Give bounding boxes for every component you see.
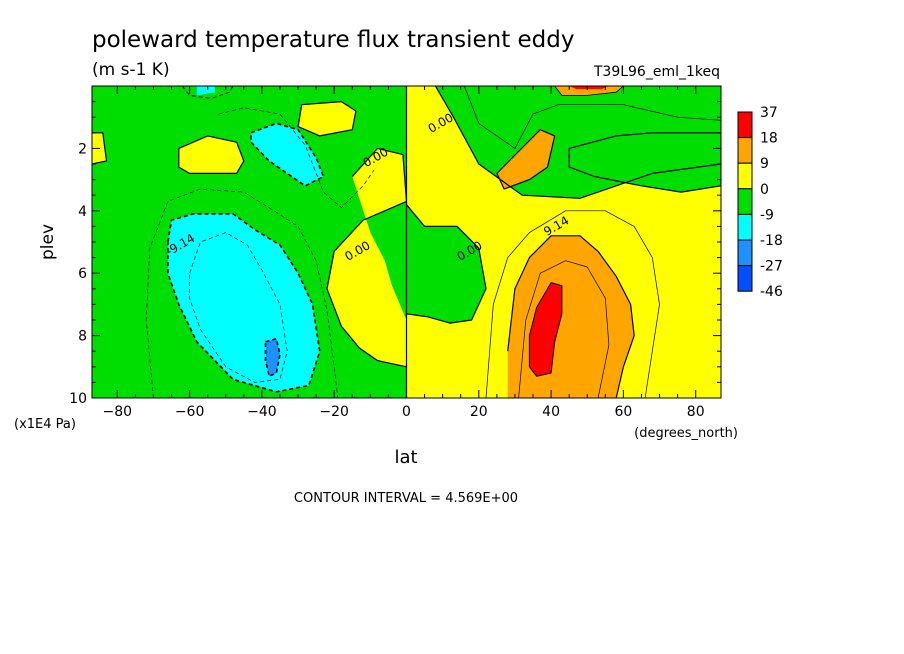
colorbar-label: 0 — [760, 182, 769, 198]
x-tick-label: −20 — [319, 404, 349, 420]
region-12 — [496, 129, 555, 189]
contour-line-17 — [264, 337, 281, 378]
contour-line-16 — [167, 213, 321, 393]
region-9 — [167, 213, 320, 392]
colorbar-swatch — [737, 213, 753, 241]
colorbar: 37 18 9 0 -9 -18 -27 -46 — [737, 105, 783, 300]
region-3 — [569, 132, 721, 193]
contour-line-8 — [496, 129, 556, 190]
contour-line-12 — [518, 260, 610, 398]
contour-line-11 — [485, 210, 660, 398]
colorbar-swatch — [737, 111, 753, 139]
contour-line-18 — [145, 188, 339, 398]
contour-line-7 — [92, 132, 108, 165]
contour-line-9 — [507, 235, 635, 398]
colorbar-swatch — [737, 162, 753, 190]
chart-units: (m s-1 K) — [92, 60, 170, 80]
contour-line-1 — [434, 86, 721, 199]
colorbar-label: -18 — [760, 233, 783, 249]
contour-line-2 — [406, 204, 487, 324]
x-tick-label: 80 — [687, 404, 705, 420]
x-tick-label: 40 — [542, 404, 560, 420]
run-label: T39L96_eml_1keq — [593, 64, 720, 80]
contour-line-15 — [250, 122, 325, 187]
contour-line-3 — [568, 132, 721, 193]
contour-interval: CONTOUR INTERVAL = 4.569E+00 — [294, 491, 518, 506]
colorbar-label: 9 — [760, 156, 769, 172]
region-11 — [196, 86, 215, 96]
colorbar-label: 37 — [760, 105, 778, 121]
region-10 — [265, 338, 280, 377]
colorbar-swatch — [737, 265, 753, 292]
region-6 — [178, 135, 244, 174]
y-axis-label: plev — [38, 224, 58, 260]
contour-line-13 — [463, 86, 721, 149]
colorbar-label: -46 — [760, 284, 783, 300]
x-tick-label: −60 — [175, 404, 205, 420]
x-tick-label: 0 — [402, 404, 411, 420]
contour-lines — [92, 86, 721, 398]
contour-line-5 — [178, 135, 245, 174]
region-5 — [298, 101, 356, 136]
filled-regions — [92, 86, 721, 398]
chart-title: poleward temperature flux transient eddy — [92, 27, 574, 53]
contour-line-14 — [554, 86, 624, 96]
x-tick-label: 60 — [614, 404, 632, 420]
y-tick-label: 6 — [78, 266, 87, 282]
y-tick-label: 2 — [78, 141, 87, 157]
y-tick-label: 8 — [78, 329, 87, 345]
contour-line-19 — [189, 232, 288, 383]
region-2 — [406, 204, 486, 324]
colorbar-swatch — [737, 137, 753, 164]
contour-line-6 — [326, 147, 408, 368]
contour-line-4 — [297, 100, 357, 137]
region-16 — [569, 86, 609, 90]
contour-line-20 — [218, 107, 375, 209]
x-axis-label: lat — [394, 447, 417, 468]
colorbar-label: -27 — [760, 259, 783, 275]
x-tick-label: −40 — [247, 404, 277, 420]
y-tick-label: 4 — [78, 204, 87, 220]
colorbar-swatch — [737, 239, 753, 267]
contour-line-21 — [182, 86, 234, 99]
y-axis-units: (x1E4 Pa) — [14, 417, 76, 432]
y-tick-label: 10 — [69, 391, 87, 407]
y-axis: 2 4 6 8 10 — [69, 101, 721, 407]
region-8 — [251, 123, 324, 186]
colorbar-label: -9 — [760, 207, 774, 223]
contour-line-10 — [528, 282, 563, 377]
colorbar-label: 18 — [760, 131, 778, 147]
x-tick-label: 20 — [470, 404, 488, 420]
colorbar-swatch — [737, 188, 753, 215]
x-tick-label: −80 — [103, 404, 133, 420]
region-7 — [327, 148, 407, 367]
x-axis: −80 −60 −40 −20 0 20 40 60 80 — [103, 86, 705, 420]
x-axis-units: (degrees_north) — [634, 426, 738, 441]
